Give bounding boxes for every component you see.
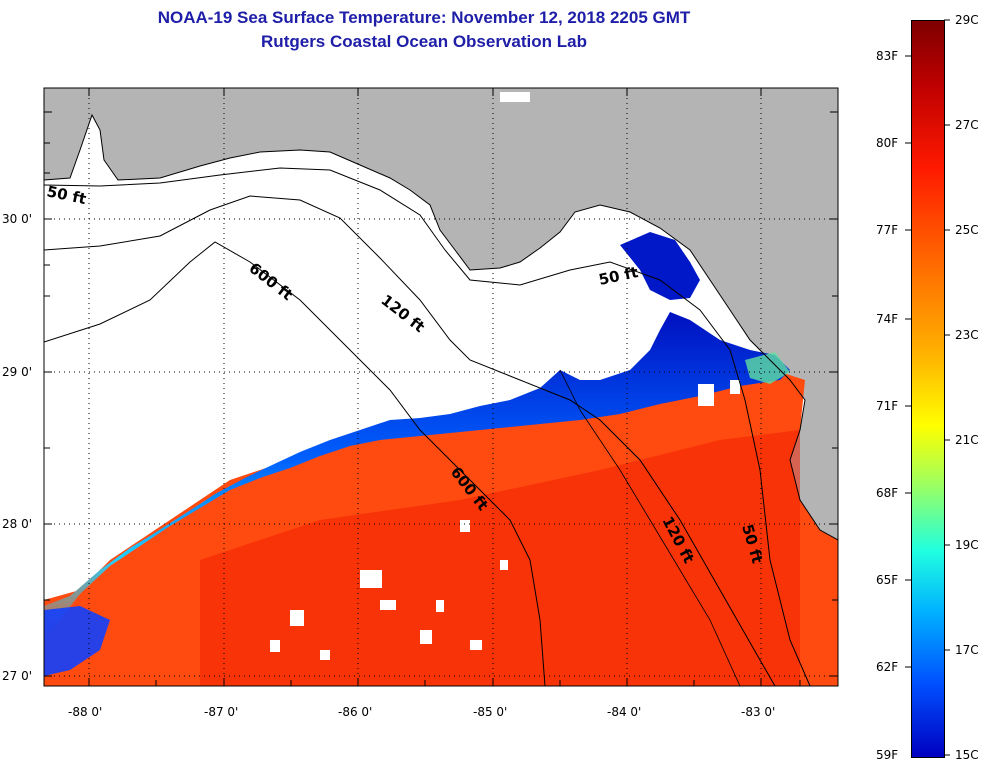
temperature-colorbar [911, 20, 945, 758]
colorbar-label-23c: 23C [955, 328, 979, 342]
colorbar-label-83f: 83F [876, 49, 899, 63]
lon-label-86: -86 0' [338, 705, 373, 719]
lat-label-28: 28 0' [2, 517, 33, 531]
colorbar-label-68f: 68F [876, 486, 899, 500]
colorbar-label-17c: 17C [955, 643, 979, 657]
colorbar-label-77f: 77F [876, 223, 899, 237]
contour-50ft-north [44, 167, 811, 686]
sst-cool-patch-sw [44, 606, 110, 676]
colorbar-label-59f: 59F [876, 748, 899, 762]
colorbar-label-29c: 29C [955, 13, 979, 27]
contour-120ft [44, 195, 776, 686]
colorbar-ticks [905, 19, 950, 756]
lat-label-29: 29 0' [2, 365, 33, 379]
colorbar-label-25c: 25C [955, 223, 979, 237]
contour-shelf-edge [559, 369, 741, 686]
lat-label-27: 27 0' [2, 669, 33, 683]
coastline [44, 113, 838, 541]
island-speck [500, 92, 530, 102]
colorbar-label-65f: 65F [876, 573, 899, 587]
lon-label-88: -88 0' [68, 705, 103, 719]
sst-hot-core [200, 430, 800, 686]
colorbar-label-15c: 15C [955, 748, 979, 762]
contour-600ft [44, 241, 546, 686]
colorbar-label-27c: 27C [955, 118, 979, 132]
cloud-mask-specks [270, 380, 740, 660]
colorbar-label-74f: 74F [876, 312, 899, 326]
colorbar-label-21c: 21C [955, 433, 979, 447]
lon-label-87: -87 0' [204, 705, 239, 719]
map-frame [43, 87, 839, 687]
map-title: NOAA-19 Sea Surface Temperature: Novembe… [157, 8, 691, 27]
colorbar-label-62f: 62F [876, 660, 899, 674]
colorbar-label-80f: 80F [876, 136, 899, 150]
lon-label-84: -84 0' [607, 705, 642, 719]
sst-cool-front [44, 312, 790, 640]
sst-green-patch [745, 352, 790, 384]
lon-label-85: -85 0' [473, 705, 508, 719]
map-subtitle: Rutgers Coastal Ocean Observation Lab [261, 32, 587, 51]
lat-label-30: 30 0' [2, 212, 33, 226]
colorbar-label-71f: 71F [876, 399, 899, 413]
sst-cool-patch-ne [620, 232, 700, 300]
colorbar-label-19c: 19C [955, 538, 979, 552]
axis-ticks [44, 88, 838, 686]
lon-label-83: -83 0' [741, 705, 776, 719]
